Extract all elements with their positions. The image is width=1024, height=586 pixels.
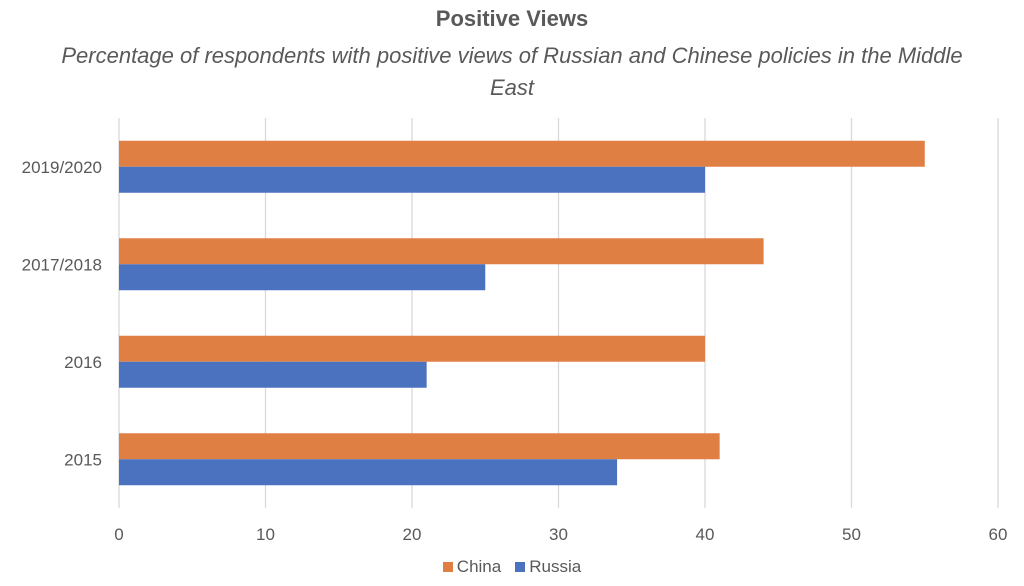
bar-russia-2017-2018 bbox=[119, 264, 486, 291]
legend-label-russia: Russia bbox=[529, 557, 582, 576]
x-tick-label: 10 bbox=[256, 525, 275, 544]
legend-item-china: China bbox=[442, 557, 502, 577]
bar-china-2017-2018 bbox=[119, 238, 764, 265]
bar-china-2015 bbox=[119, 433, 720, 460]
legend: China Russia bbox=[0, 557, 1024, 577]
legend-swatch-russia bbox=[515, 562, 526, 572]
x-tick-label: 0 bbox=[114, 525, 123, 544]
legend-label-china: China bbox=[456, 557, 502, 576]
chart-title: Positive Views bbox=[435, 6, 589, 31]
x-tick-label: 20 bbox=[403, 525, 422, 544]
bar-russia-2015 bbox=[119, 459, 618, 486]
legend-item-russia: Russia bbox=[515, 557, 581, 577]
bar-china-2019-2020 bbox=[119, 140, 925, 167]
bar-russia-2019-2020 bbox=[119, 166, 705, 193]
y-category-label: 2019/2020 bbox=[22, 158, 102, 177]
x-tick-label: 60 bbox=[989, 525, 1008, 544]
y-category-label: 2016 bbox=[64, 353, 102, 372]
bar-china-2016 bbox=[119, 335, 705, 362]
y-category-label: 2015 bbox=[64, 450, 102, 469]
x-tick-label: 40 bbox=[696, 525, 715, 544]
y-category-label: 2017/2018 bbox=[22, 255, 102, 274]
x-tick-label: 50 bbox=[842, 525, 861, 544]
legend-swatch-china bbox=[442, 562, 453, 572]
chart-subtitle: Percentage of respondents with positive … bbox=[61, 43, 963, 100]
bar-russia-2016 bbox=[119, 361, 427, 388]
x-tick-label: 30 bbox=[549, 525, 568, 544]
